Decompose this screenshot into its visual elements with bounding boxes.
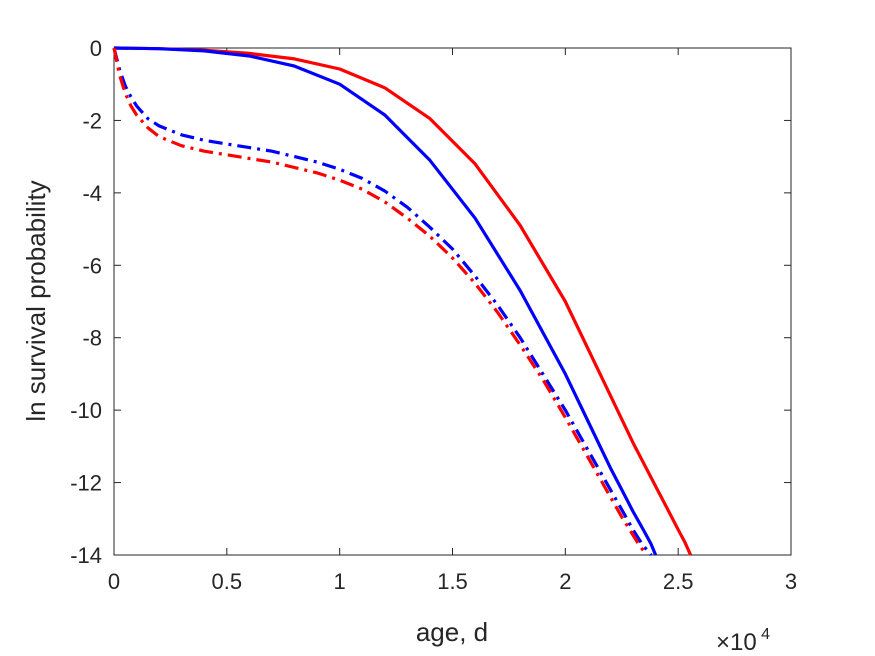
y-tick-label: -12 (70, 471, 102, 496)
series-line-4 (112, 47, 648, 556)
plot-area (113, 47, 792, 556)
x-tick-label: 0 (108, 569, 120, 594)
x-axis-label: age, d (416, 617, 488, 647)
y-tick-label: -6 (82, 253, 102, 278)
axis-ticks: 0 0.5 1 1.5 2 2.5 3 0 -2 -4 -6 -8 -10 -12 -14 (70, 36, 797, 594)
y-tick-label: -10 (70, 398, 102, 423)
x-exponent-power: 4 (761, 626, 770, 643)
x-tick-label: 0.5 (212, 569, 243, 594)
y-tick-label: 0 (90, 36, 102, 61)
x-tick-label: 2.5 (663, 569, 694, 594)
y-tick-label: -4 (82, 181, 102, 206)
series-layer (112, 46, 693, 557)
y-tick-label: -2 (82, 108, 102, 133)
series-line-1 (113, 46, 693, 556)
x-exponent-base: ×10 (716, 629, 757, 656)
x-exponent-label: ×10 4 (716, 626, 770, 656)
series-line-2 (113, 46, 658, 556)
y-axis-label: ln survival probability (21, 180, 51, 421)
y-tick-label: -8 (82, 326, 102, 351)
y-tick-label: -14 (70, 543, 102, 568)
x-tick-label: 2 (559, 569, 571, 594)
series-line-3 (112, 47, 653, 557)
x-tick-label: 1 (334, 569, 346, 594)
x-tick-label: 1.5 (437, 569, 468, 594)
x-tick-label: 3 (785, 569, 797, 594)
